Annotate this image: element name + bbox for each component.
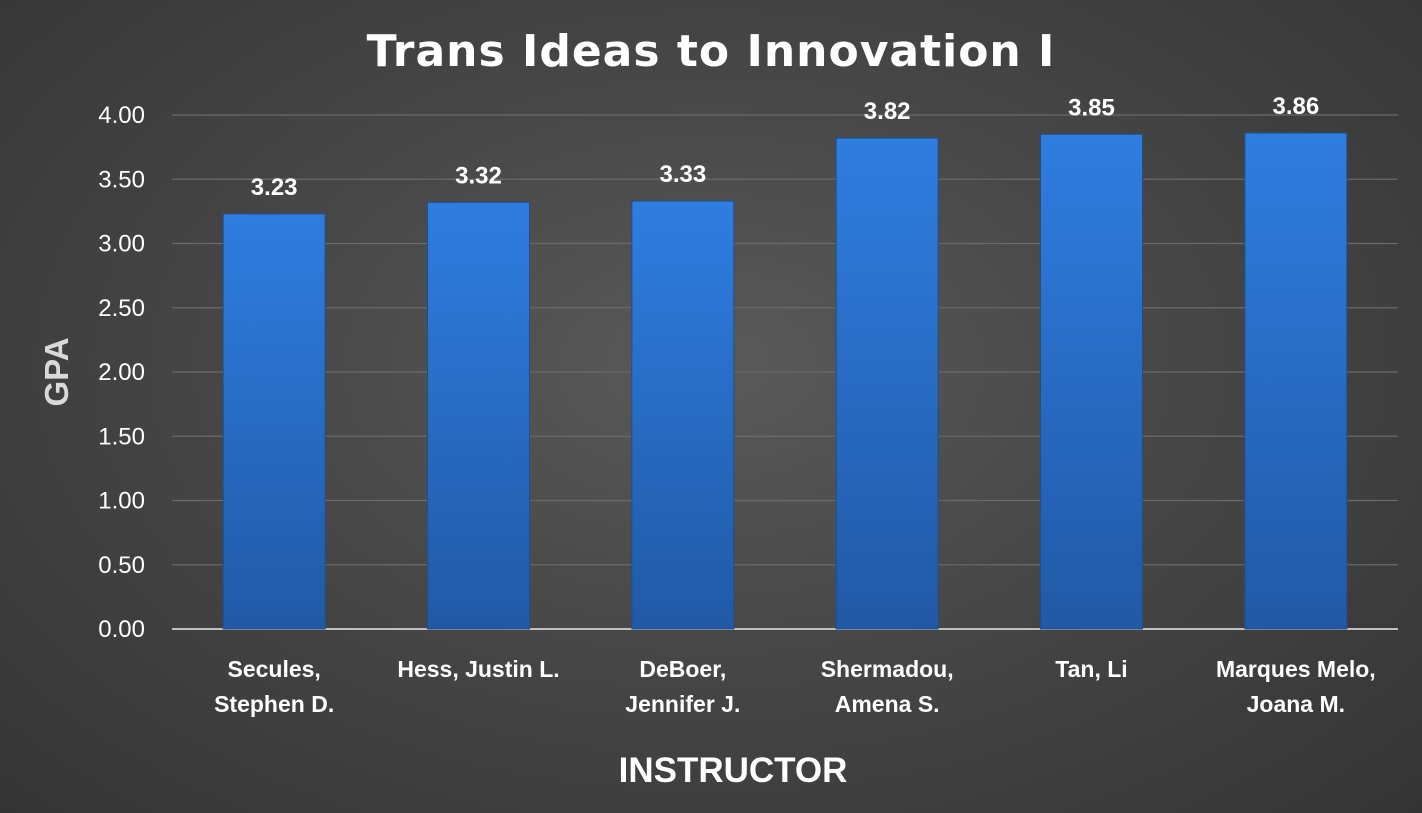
- data-label: 3.23: [251, 174, 298, 201]
- y-tick-label: 4.00: [98, 102, 145, 129]
- data-label: 3.85: [1068, 94, 1115, 121]
- bar: [1244, 132, 1348, 630]
- y-tick-label: 1.00: [98, 488, 145, 515]
- bar: [835, 137, 939, 630]
- x-tick-label: Shermadou,: [821, 656, 954, 682]
- data-label: 3.82: [864, 98, 911, 125]
- data-label: 3.32: [455, 162, 502, 189]
- y-tick-label: 3.00: [98, 231, 145, 258]
- x-tick-label: Joana M.: [1247, 691, 1345, 717]
- x-tick-label: Secules,: [227, 656, 320, 682]
- y-axis-label: GPA: [38, 337, 75, 406]
- chart-title: Trans Ideas to Innovation I: [367, 26, 1056, 77]
- y-tick-label: 2.00: [98, 359, 145, 386]
- bar: [631, 200, 735, 630]
- y-tick-label: 2.50: [98, 295, 145, 322]
- data-label: 3.86: [1272, 93, 1319, 120]
- x-tick-label: Hess, Justin L.: [397, 656, 559, 682]
- bar: [427, 201, 530, 630]
- x-axis-label: INSTRUCTOR: [619, 751, 848, 790]
- y-tick-label: 0.50: [98, 552, 145, 579]
- x-tick-label: Jennifer J.: [625, 691, 740, 717]
- bar: [1040, 133, 1143, 630]
- x-tick-label: Amena S.: [835, 691, 940, 717]
- x-tick-label: DeBoer,: [639, 656, 726, 682]
- bar: [222, 213, 326, 630]
- y-tick-label: 3.50: [98, 166, 145, 193]
- x-tick-label: Stephen D.: [214, 691, 334, 717]
- x-tick-label: Tan, Li: [1055, 656, 1127, 682]
- y-tick-label: 1.50: [98, 423, 145, 450]
- y-tick-label: 0.00: [98, 616, 145, 643]
- x-tick-label: Marques Melo,: [1216, 656, 1376, 682]
- data-label: 3.33: [659, 161, 706, 188]
